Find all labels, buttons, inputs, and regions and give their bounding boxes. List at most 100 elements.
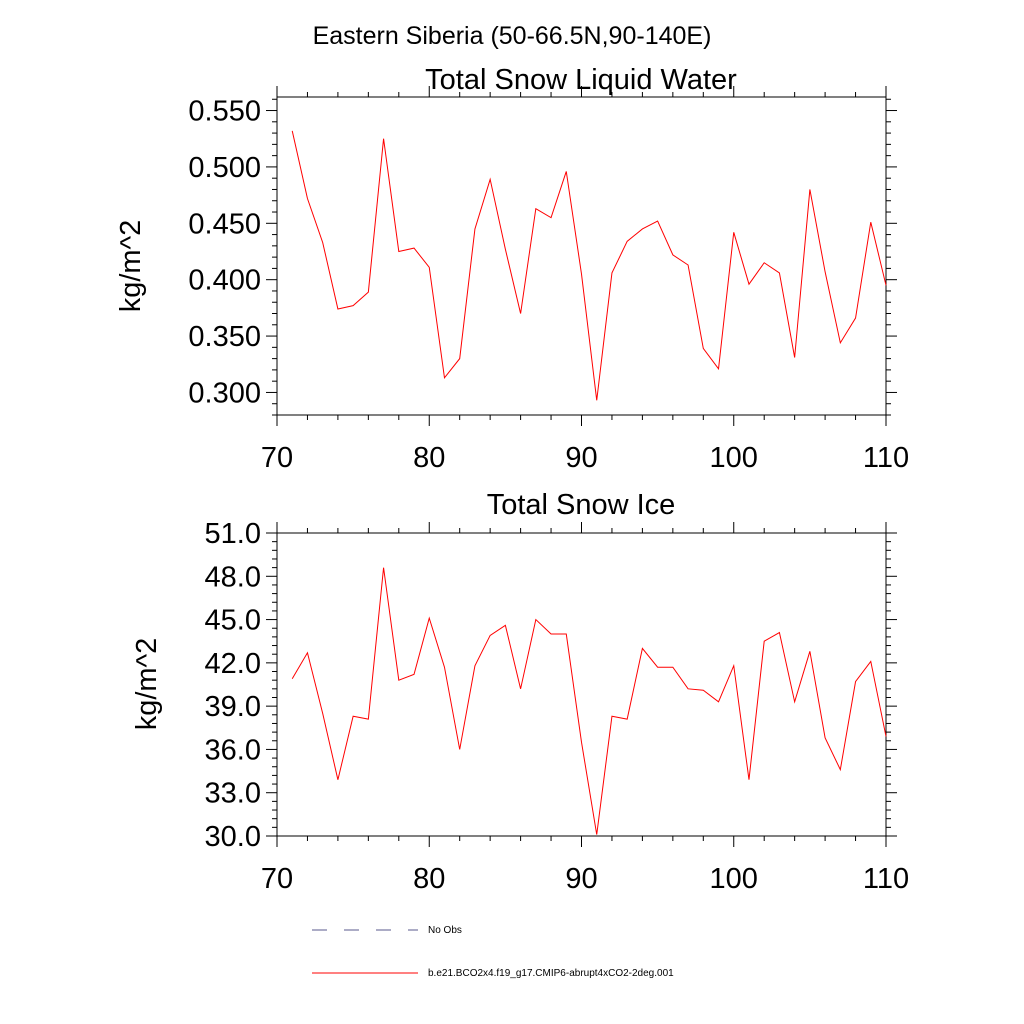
x-tick-label: 100 xyxy=(710,442,758,474)
data-point xyxy=(855,317,856,318)
x-tick-label: 80 xyxy=(413,442,445,474)
data-point xyxy=(383,567,384,568)
y-tick-label: 0.550 xyxy=(188,96,261,128)
x-tick-label: 90 xyxy=(565,863,597,895)
data-point xyxy=(383,138,384,139)
data-point xyxy=(825,737,826,738)
data-point xyxy=(687,688,688,689)
data-point xyxy=(505,249,506,250)
chart-title: Total Snow Ice xyxy=(487,489,676,521)
data-point xyxy=(307,652,308,653)
data-point xyxy=(870,222,871,223)
x-tick-label: 90 xyxy=(565,442,597,474)
x-tick-label: 100 xyxy=(710,863,758,895)
data-point xyxy=(566,633,567,634)
data-point xyxy=(779,632,780,633)
data-point xyxy=(718,701,719,702)
y-tick-label: 45.0 xyxy=(205,605,261,637)
data-point xyxy=(353,305,354,306)
data-point xyxy=(840,769,841,770)
data-point xyxy=(337,779,338,780)
y-tick-label: 42.0 xyxy=(205,648,261,680)
y-axis-label: kg/m^2 xyxy=(131,638,163,731)
data-point xyxy=(398,680,399,681)
y-axis-label: kg/m^2 xyxy=(115,220,147,313)
data-point xyxy=(748,284,749,285)
plot-frame xyxy=(276,96,887,416)
legend: No Obs b.e21.BCO2x4.f19_g17.CMIP6-abrupt… xyxy=(312,925,674,979)
data-point xyxy=(322,713,323,714)
data-point xyxy=(490,635,491,636)
x-tick-label: 110 xyxy=(863,863,909,895)
y-tick-label: 0.350 xyxy=(188,321,261,353)
data-point xyxy=(459,749,460,750)
data-point xyxy=(672,254,673,255)
data-point xyxy=(764,641,765,642)
x-tick-label: 110 xyxy=(863,442,909,474)
data-point xyxy=(292,678,293,679)
y-tick-label: 33.0 xyxy=(205,778,261,810)
y-tick-label: 48.0 xyxy=(205,561,261,593)
data-point xyxy=(642,228,643,229)
data-point xyxy=(566,171,567,172)
data-point xyxy=(718,368,719,369)
data-point xyxy=(885,736,886,737)
data-point xyxy=(748,779,749,780)
data-point xyxy=(825,271,826,272)
data-point xyxy=(444,377,445,378)
data-point xyxy=(672,667,673,668)
data-point xyxy=(413,674,414,675)
data-point xyxy=(337,308,338,309)
data-point xyxy=(413,248,414,249)
data-point xyxy=(459,358,460,359)
data-point xyxy=(368,291,369,292)
data-point xyxy=(520,313,521,314)
data-point xyxy=(855,681,856,682)
y-tick-label: 0.450 xyxy=(188,208,261,240)
data-point xyxy=(535,619,536,620)
data-point xyxy=(627,719,628,720)
data-point xyxy=(353,716,354,717)
data-point xyxy=(535,208,536,209)
legend-label-model-run: b.e21.BCO2x4.f19_g17.CMIP6-abrupt4xCO2-2… xyxy=(428,968,674,979)
data-point xyxy=(550,217,551,218)
data-point xyxy=(733,232,734,233)
data-point xyxy=(642,648,643,649)
data-point xyxy=(703,348,704,349)
y-tick-label: 0.500 xyxy=(188,152,261,184)
data-point xyxy=(322,242,323,243)
data-point xyxy=(490,179,491,180)
data-point xyxy=(474,228,475,229)
x-tick-label: 70 xyxy=(261,442,293,474)
data-point xyxy=(398,251,399,252)
data-point xyxy=(687,264,688,265)
data-point xyxy=(794,357,795,358)
data-point xyxy=(444,667,445,668)
data-point xyxy=(809,189,810,190)
series-line xyxy=(291,130,887,401)
data-point xyxy=(794,701,795,702)
y-tick-label: 39.0 xyxy=(205,691,261,723)
data-point xyxy=(550,633,551,634)
data-point xyxy=(429,618,430,619)
legend-label-no-obs: No Obs xyxy=(428,925,462,936)
data-point xyxy=(870,661,871,662)
data-point xyxy=(657,220,658,221)
data-point xyxy=(307,198,308,199)
data-point xyxy=(581,273,582,274)
data-point xyxy=(429,267,430,268)
data-point xyxy=(809,651,810,652)
y-tick-label: 51.0 xyxy=(205,518,261,550)
data-point xyxy=(611,272,612,273)
data-point xyxy=(703,690,704,691)
data-point xyxy=(596,400,597,401)
data-point xyxy=(840,342,841,343)
data-point xyxy=(505,625,506,626)
data-point xyxy=(368,719,369,720)
figure-suptitle: Eastern Siberia (50-66.5N,90-140E) xyxy=(313,22,712,50)
data-point xyxy=(292,130,293,131)
x-tick-label: 70 xyxy=(261,863,293,895)
series-line xyxy=(291,567,887,835)
y-tick-label: 0.400 xyxy=(188,265,261,297)
